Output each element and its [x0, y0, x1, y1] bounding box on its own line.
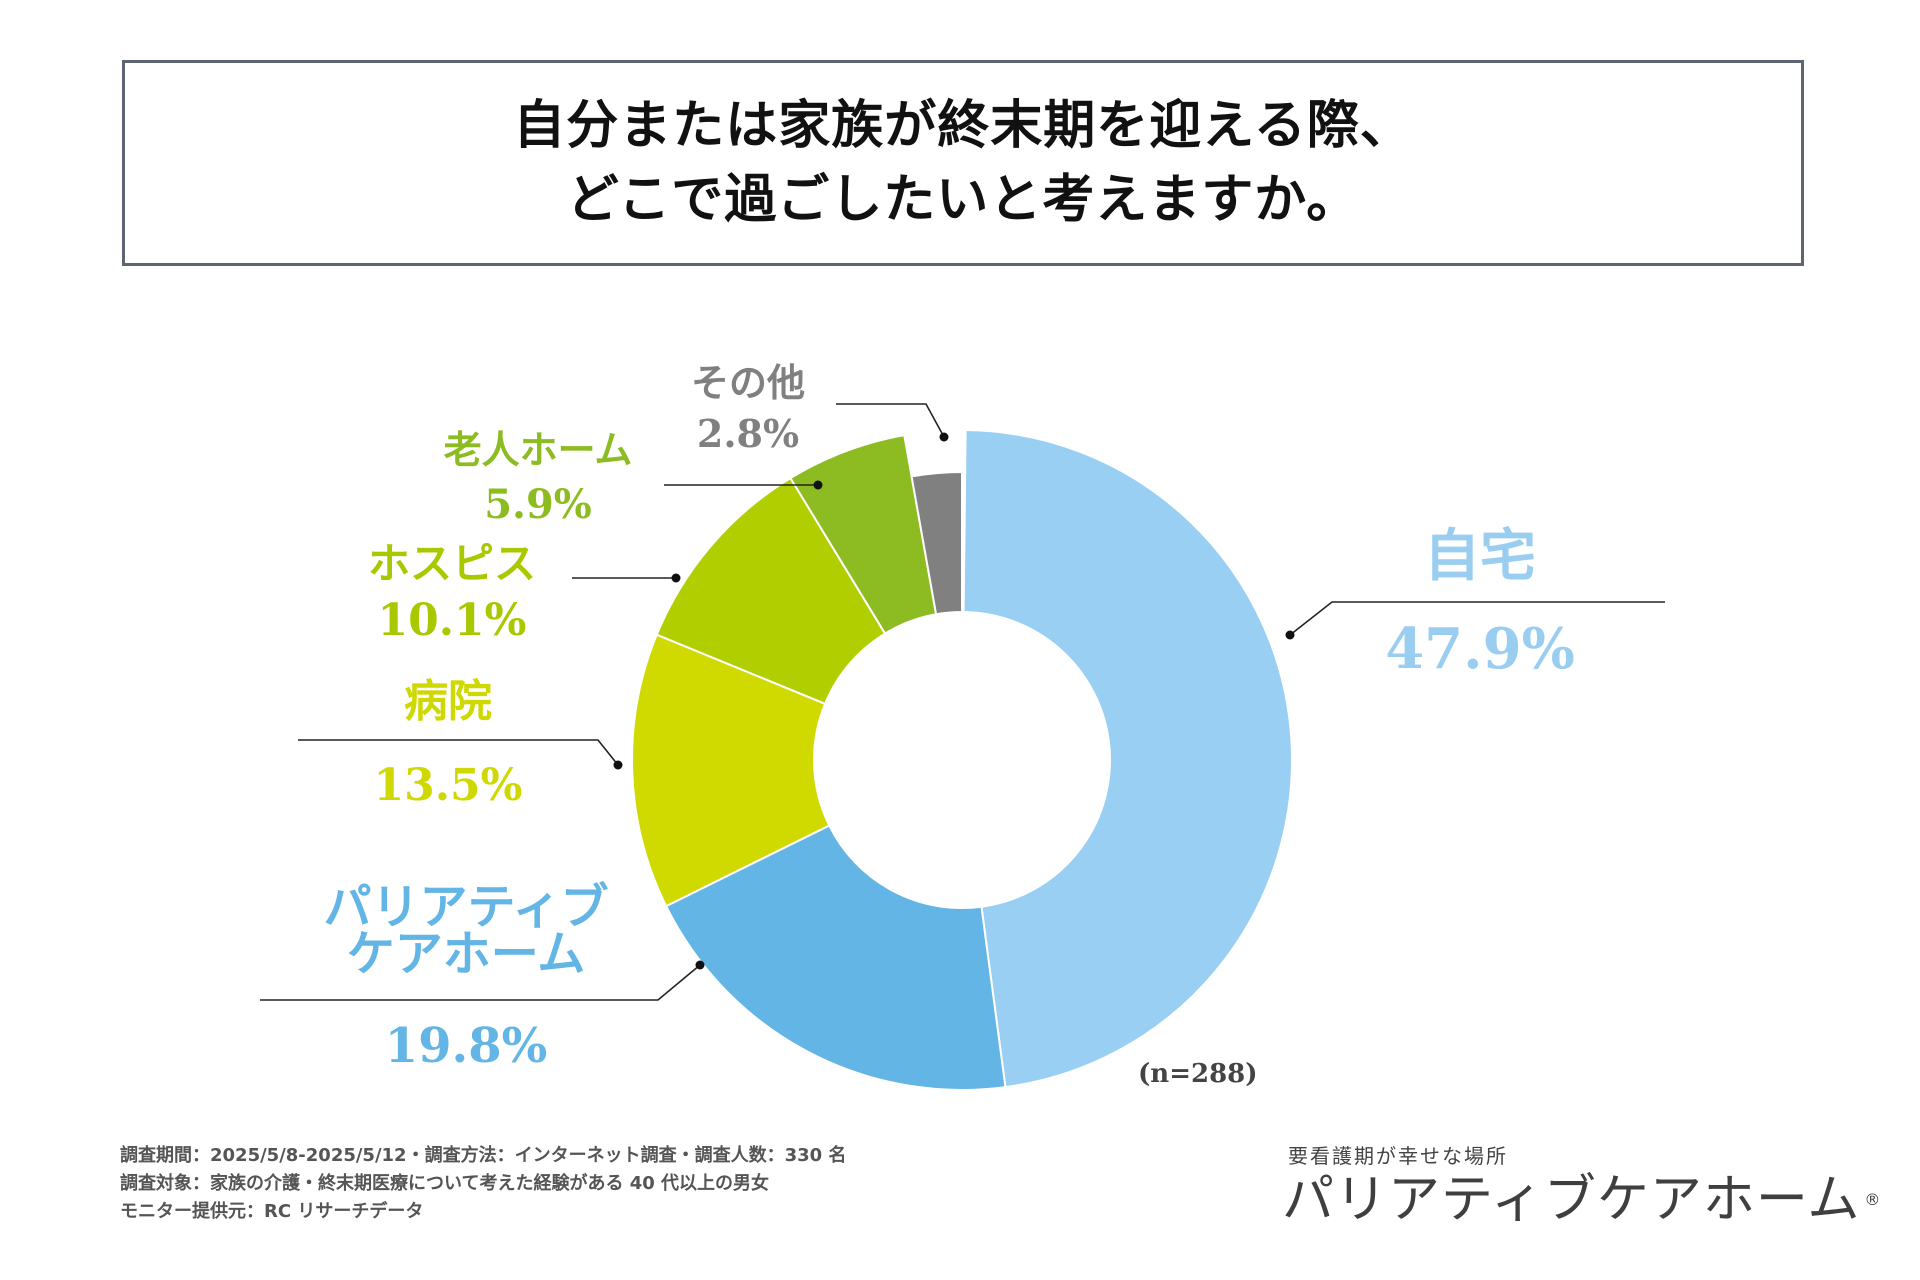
slice-label-5: その他 — [691, 360, 805, 405]
brand-name-text: パリアティブケアホーム — [1282, 1170, 1861, 1230]
slice-2 — [631, 633, 831, 908]
slice-1 — [664, 824, 1007, 1091]
slice-label-1-line-0: パリアティブ — [323, 879, 608, 935]
sample-size-note: (n=288) — [1138, 1059, 1258, 1089]
leader-dot-4 — [813, 480, 823, 490]
brand-logo: 要看護期が幸せな場所 パリアティブケアホーム ® — [1282, 1140, 1881, 1231]
leader-line-5 — [836, 403, 945, 438]
leader-dot-5 — [939, 432, 949, 442]
leader-dot-2 — [613, 760, 623, 770]
slice-value-0: 47.9% — [1385, 616, 1575, 682]
slice-label-1-line-1: ケアホーム — [347, 926, 586, 982]
slice-value-1: 19.8% — [385, 1018, 548, 1074]
footnote-line-period: 調査期間：2025/5/8-2025/5/12・調査方法：インターネット調査・調… — [120, 1145, 847, 1166]
title-box: 自分または家族が終末期を迎える際、 どこで過ごしたいと考えますか。 — [122, 60, 1804, 266]
registered-mark: ® — [1864, 1190, 1882, 1209]
donut-slices — [631, 429, 1293, 1091]
slice-label-0: 自宅 — [1424, 523, 1536, 589]
leader-dot-0 — [1285, 630, 1295, 640]
leader-line-2 — [298, 739, 619, 766]
footnote-line-source: モニター提供元：RC リサーチデータ — [120, 1201, 424, 1222]
slice-labels: 自宅 47.9% パリアティブケアホーム 19.8% 病院 13.5% ホスピス 10.1% 老… — [323, 360, 1574, 1074]
survey-footnotes: 調査期間：2025/5/8-2025/5/12・調査方法：インターネット調査・調… — [120, 1142, 846, 1226]
leader-line-0 — [1289, 601, 1665, 636]
slice-5 — [910, 470, 963, 616]
slice-4 — [789, 433, 938, 635]
slice-label-2: 病院 — [404, 676, 492, 727]
slice-value-4: 5.9% — [484, 481, 592, 528]
leader-line-1 — [260, 964, 701, 1001]
brand-name: パリアティブケアホーム ® — [1282, 1169, 1881, 1231]
slice-value-5: 2.8% — [697, 411, 799, 456]
leader-dot-1 — [695, 960, 705, 970]
footnote-line-target: 調査対象：家族の介護・終末期医療について考えた経験がある 40 代以上の男女 — [120, 1173, 770, 1194]
slice-value-2: 13.5% — [374, 760, 523, 811]
brand-tagline: 要看護期が幸せな場所 — [1288, 1144, 1508, 1168]
slice-label-4: 老人ホーム — [444, 427, 633, 472]
leader-lines — [260, 403, 1665, 1001]
chart-title-line-1: 自分または家族が終末期を迎える際、 — [513, 95, 1413, 156]
slice-0 — [962, 429, 1293, 1089]
slice-value-3: 10.1% — [378, 595, 527, 646]
chart-title-line-2: どこで過ごしたいと考えますか。 — [566, 169, 1360, 230]
slice-label-3: ホスピス — [368, 539, 536, 588]
leader-dot-3 — [671, 573, 681, 583]
